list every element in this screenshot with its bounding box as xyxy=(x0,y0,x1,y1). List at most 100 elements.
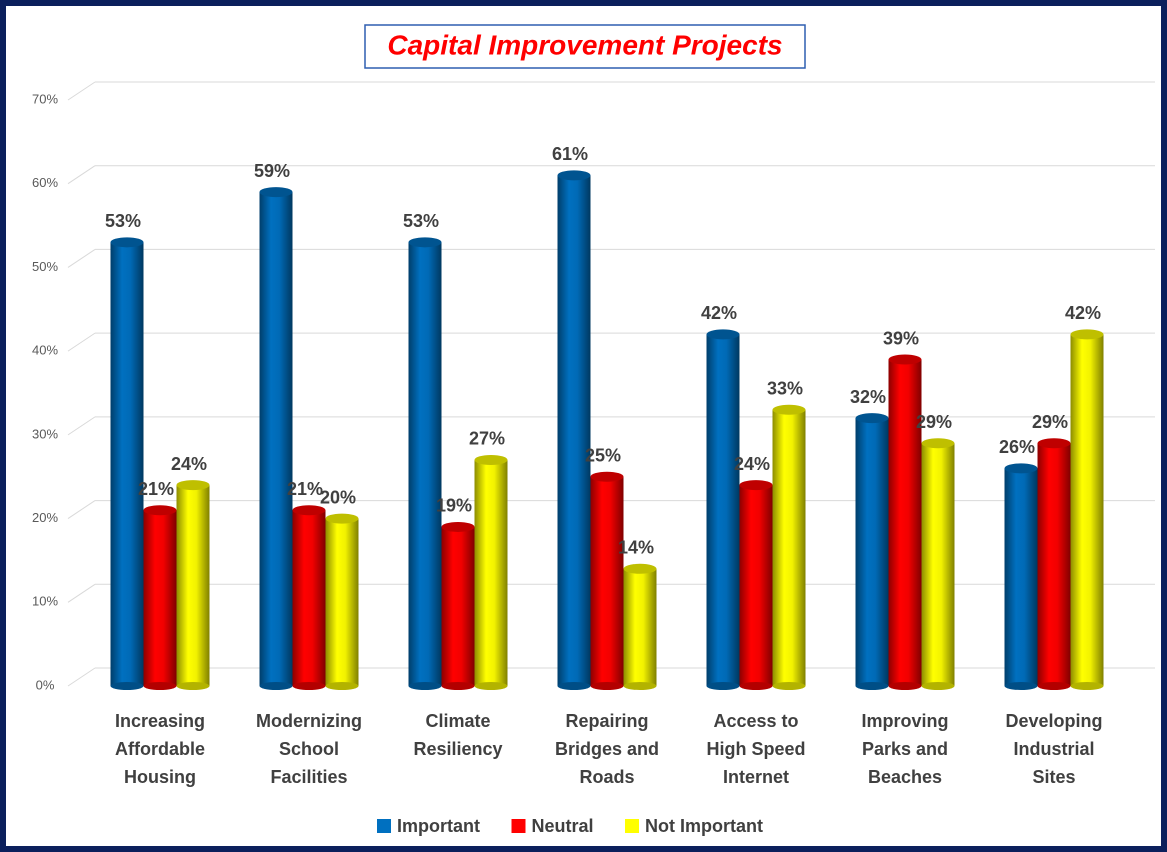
bar-base xyxy=(176,682,210,690)
bar xyxy=(921,443,955,686)
bar-top xyxy=(143,505,177,516)
y-tick-label: 50% xyxy=(32,259,58,274)
bar xyxy=(623,568,657,686)
bar-base xyxy=(706,682,740,690)
bar-top xyxy=(474,454,508,465)
bar xyxy=(739,485,773,686)
bar-top xyxy=(772,404,806,415)
x-tick-label: Internet xyxy=(723,767,789,787)
y-tick-label: 0% xyxy=(36,677,55,692)
bar-top xyxy=(325,513,359,524)
x-tick-label: Access to xyxy=(713,711,798,731)
x-tick-label: High Speed xyxy=(706,739,805,759)
x-tick-label: Repairing xyxy=(565,711,648,731)
bar-base xyxy=(623,682,657,690)
value-label: 26% xyxy=(999,437,1035,457)
x-tick-label: Developing xyxy=(1005,711,1102,731)
bar-top xyxy=(441,521,475,532)
x-tick-label: Housing xyxy=(124,767,196,787)
legend-label: Neutral xyxy=(532,816,594,836)
value-label: 14% xyxy=(618,538,654,558)
bar xyxy=(855,418,889,686)
bar-base xyxy=(259,682,293,690)
value-label: 59% xyxy=(254,161,290,181)
value-label: 32% xyxy=(850,387,886,407)
bar xyxy=(325,518,359,686)
bar-base xyxy=(325,682,359,690)
value-label: 19% xyxy=(436,496,472,516)
bar-base xyxy=(1070,682,1104,690)
y-tick-label: 70% xyxy=(32,91,58,106)
bar-top xyxy=(855,413,889,424)
value-label: 53% xyxy=(105,211,141,231)
bar-top xyxy=(623,563,657,574)
bar-base xyxy=(739,682,773,690)
x-tick-label: Increasing xyxy=(115,711,205,731)
bar-base xyxy=(557,682,591,690)
bar xyxy=(259,192,293,687)
value-label: 42% xyxy=(1065,303,1101,323)
bar-base xyxy=(855,682,889,690)
value-label: 29% xyxy=(1032,412,1068,432)
bar-top xyxy=(292,505,326,516)
grid-line-side xyxy=(67,416,96,436)
value-label: 24% xyxy=(734,454,770,474)
y-tick-label: 20% xyxy=(32,510,58,525)
bar-top xyxy=(706,329,740,340)
bar xyxy=(706,334,740,686)
bar xyxy=(408,242,442,687)
legend-label: Important xyxy=(397,816,480,836)
grid-line-side xyxy=(67,500,96,519)
grid-line-side xyxy=(67,667,96,687)
bar-base xyxy=(441,682,475,690)
y-tick-label: 10% xyxy=(32,594,58,609)
bar-base xyxy=(772,682,806,690)
y-tick-label: 40% xyxy=(32,343,58,358)
value-label: 21% xyxy=(287,479,323,499)
x-tick-label: Improving xyxy=(861,711,948,731)
bar xyxy=(143,510,177,686)
bar-base xyxy=(408,682,442,690)
legend-swatch xyxy=(511,819,526,833)
bar-top xyxy=(590,471,624,482)
bar-top xyxy=(557,170,591,181)
bar-top xyxy=(408,237,442,248)
y-tick-label: 30% xyxy=(32,426,58,441)
bar-base xyxy=(474,682,508,690)
x-tick-label: Resiliency xyxy=(413,739,502,759)
bar-top xyxy=(110,237,144,248)
bar xyxy=(590,476,624,686)
legend-label: Not Important xyxy=(645,816,763,836)
bar xyxy=(557,175,591,687)
bar-top xyxy=(921,438,955,449)
grid-line-side xyxy=(67,249,96,268)
bar xyxy=(441,526,475,686)
value-label: 39% xyxy=(883,328,919,348)
x-tick-label: Affordable xyxy=(115,739,205,759)
bar-top xyxy=(739,480,773,491)
bar-top xyxy=(888,354,922,365)
bar-base xyxy=(143,682,177,690)
bar xyxy=(1070,334,1104,686)
y-tick-label: 60% xyxy=(32,175,58,190)
bar-top xyxy=(1070,329,1104,340)
bar xyxy=(110,242,144,687)
bar xyxy=(888,359,922,686)
bar xyxy=(292,510,326,686)
x-tick-label: Facilities xyxy=(270,767,347,787)
value-label: 42% xyxy=(701,303,737,323)
value-label: 53% xyxy=(403,211,439,231)
x-tick-label: Parks and xyxy=(862,739,948,759)
bar-base xyxy=(590,682,624,690)
bar-top xyxy=(259,187,293,198)
bar xyxy=(1004,468,1038,686)
bar-base xyxy=(292,682,326,690)
value-label: 21% xyxy=(138,479,174,499)
bar-top xyxy=(1037,438,1071,449)
value-label: 27% xyxy=(469,429,505,449)
bar xyxy=(474,459,508,686)
bar-base xyxy=(110,682,144,690)
bar xyxy=(176,485,210,686)
bar-top xyxy=(1004,463,1038,474)
